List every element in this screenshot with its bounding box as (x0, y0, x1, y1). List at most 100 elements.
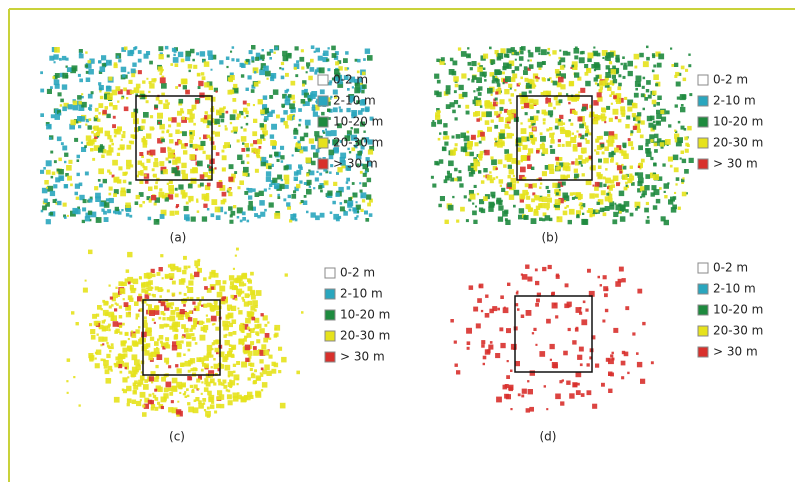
map-cell (223, 325, 229, 331)
map-cell (579, 312, 582, 315)
map-cell (533, 123, 535, 125)
map-cell (205, 111, 208, 114)
map-cell (603, 158, 609, 164)
map-cell (237, 155, 242, 160)
map-cell (520, 122, 522, 124)
map-cell (247, 162, 250, 165)
map-cell (166, 361, 169, 364)
map-cell (267, 78, 269, 80)
map-cell (272, 178, 277, 183)
map-cell (525, 78, 529, 82)
map-cell (627, 61, 633, 67)
map-cell (608, 82, 611, 85)
map-cell (182, 131, 187, 136)
map-cell (190, 49, 195, 54)
map-cell (637, 206, 640, 209)
map-cell (493, 177, 496, 180)
map-cell (252, 131, 257, 136)
map-cell (245, 293, 250, 298)
map-cell (43, 167, 46, 170)
map-cell (255, 149, 260, 154)
map-cell (285, 165, 289, 169)
map-cell (605, 168, 608, 171)
map-cell (130, 50, 134, 54)
map-cell (165, 100, 168, 103)
map-cell (565, 131, 571, 137)
map-cell (670, 197, 675, 202)
map-cell (177, 352, 180, 355)
map-cell (142, 405, 145, 408)
map-cell (517, 308, 520, 311)
map-cell (230, 281, 234, 285)
map-cell (560, 401, 564, 405)
map-cell (260, 68, 262, 70)
map-cell (125, 332, 129, 336)
map-cell (246, 88, 249, 91)
map-cell (233, 127, 238, 132)
map-cell (363, 131, 365, 133)
map-cell (237, 383, 239, 385)
map-cell (143, 384, 149, 390)
map-cell (269, 184, 272, 187)
map-cell (192, 301, 195, 304)
map-cell (594, 186, 599, 191)
map-cell (251, 89, 255, 93)
map-cell (628, 138, 631, 141)
map-cell (603, 80, 608, 85)
map-cell (489, 309, 494, 314)
map-cell (242, 299, 245, 302)
map-cell (294, 136, 297, 139)
map-cell (243, 128, 246, 131)
map-cell (169, 189, 174, 194)
map-cell (475, 206, 477, 208)
map-cell (126, 213, 129, 217)
map-cell (529, 64, 534, 69)
map-cell (570, 123, 573, 126)
map-cell (616, 59, 620, 63)
map-cell (125, 367, 127, 369)
map-cell (82, 207, 86, 211)
map-cell (476, 323, 481, 328)
map-cell (546, 186, 549, 189)
map-cell (364, 211, 368, 215)
map-cell (89, 323, 92, 326)
map-cell (644, 185, 649, 190)
map-cell (266, 371, 271, 376)
map-cell (136, 314, 140, 318)
map-cell (67, 392, 69, 394)
map-cell (550, 139, 554, 143)
map-cell (502, 211, 508, 217)
map-cell (558, 62, 562, 66)
map-cell (333, 214, 339, 220)
map-cell (225, 340, 230, 345)
map-cell (313, 187, 315, 189)
map-cell (542, 197, 548, 203)
map-cell (246, 59, 249, 62)
map-cell (210, 404, 215, 409)
map-cell (309, 186, 311, 188)
height-map (40, 45, 374, 225)
map-cell (266, 171, 271, 176)
map-cell (148, 217, 152, 221)
map-cell (46, 219, 51, 224)
map-cell (88, 94, 93, 99)
map-cell (481, 180, 485, 184)
map-cell (612, 219, 617, 224)
map-cell (191, 333, 194, 336)
map-cell (500, 48, 505, 53)
map-cell (182, 117, 185, 120)
legend-swatch (698, 305, 708, 315)
map-cell (46, 170, 51, 175)
map-cell (549, 54, 551, 56)
map-cell (521, 315, 525, 319)
map-cell (507, 283, 510, 286)
map-cell (294, 171, 299, 176)
map-cell (143, 143, 148, 148)
map-cell (559, 50, 561, 52)
map-cell (90, 148, 94, 152)
map-cell (189, 70, 191, 72)
map-cell (253, 381, 256, 384)
map-cell (144, 316, 147, 319)
map-cell (65, 75, 68, 78)
map-cell (300, 150, 304, 154)
